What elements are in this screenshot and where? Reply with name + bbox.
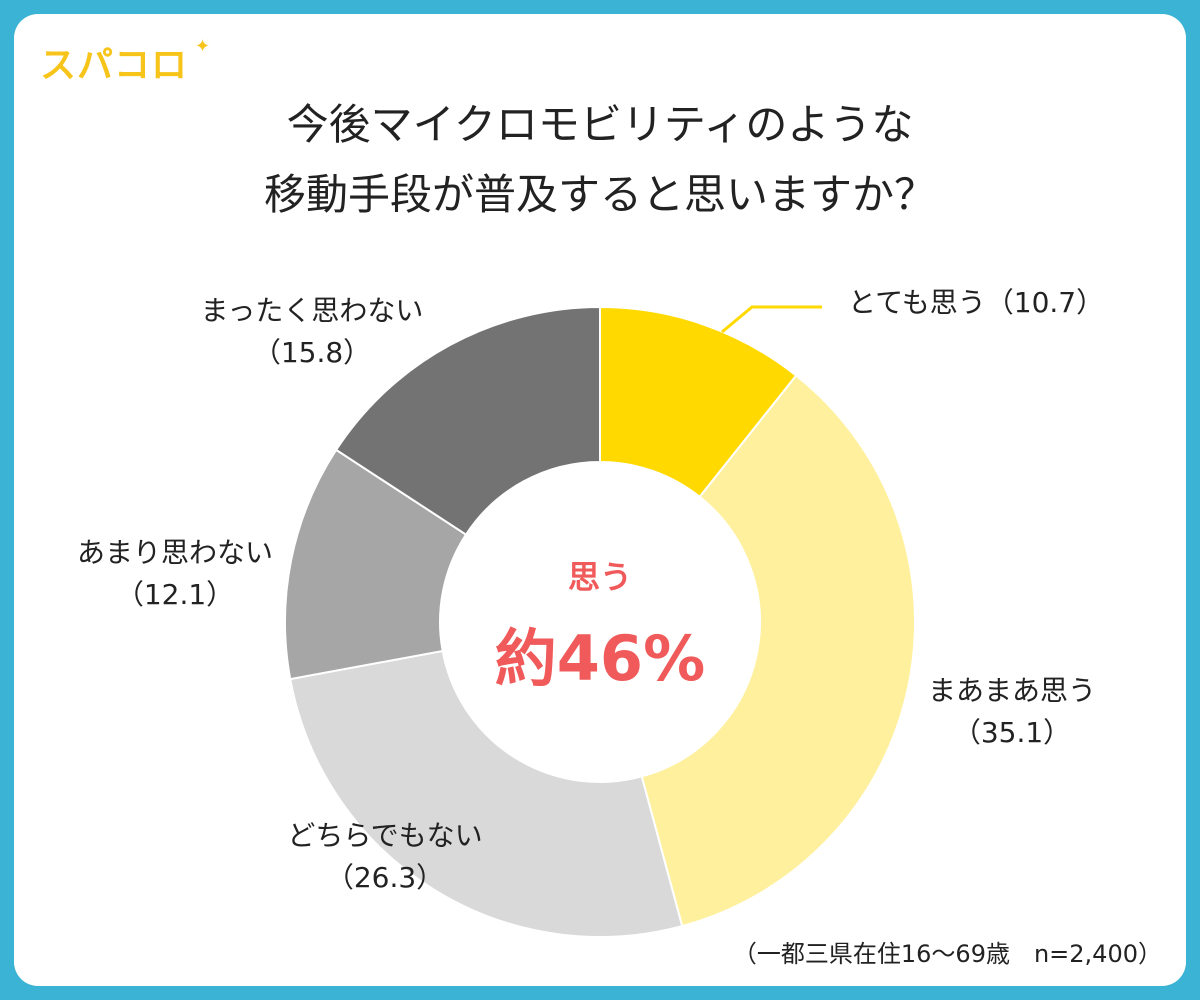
- slice-value: （10.7）: [985, 286, 1105, 319]
- donut-slice-2: [640, 374, 916, 928]
- sparkle-icon: ✦: [195, 36, 211, 57]
- donut-slice-5: [334, 305, 601, 536]
- slice-name: まったく思わない: [200, 294, 424, 327]
- slice-value: （26.3）: [325, 861, 445, 894]
- chart-title-line-2: 移動手段が普及すると思いますか？: [263, 170, 936, 219]
- chart-title-line-1: 今後マイクロモビリティのような: [286, 100, 914, 149]
- donut-slice-4: [284, 448, 468, 681]
- donut-slice-3: [289, 649, 684, 938]
- slice-label-dochira: どちらでもない （26.3）: [260, 815, 510, 899]
- center-label: 思う: [567, 558, 632, 596]
- slice-name: どちらでもない: [287, 819, 483, 852]
- leader-line-totemo: [721, 305, 822, 334]
- slice-label-maamaa: まあまあ思う （35.1）: [912, 670, 1112, 754]
- slice-value: （12.1）: [115, 578, 235, 611]
- sample-footnote: （一都三県在住16〜69歳 n=2,400）: [732, 940, 1162, 968]
- slice-name: あまり思わない: [76, 536, 273, 569]
- slice-label-amari: あまり思わない （12.1）: [60, 532, 290, 616]
- slice-label-totemo: とても思う（10.7）: [848, 282, 1104, 324]
- slice-value: （35.1）: [952, 716, 1072, 749]
- brand-logo: スパコロ: [40, 45, 189, 86]
- center-value: 約46%: [494, 622, 706, 695]
- slice-label-mattaku: まったく思わない （15.8）: [182, 290, 442, 374]
- slice-name: まあまあ思う: [927, 674, 1096, 707]
- slice-name: とても思う: [848, 286, 986, 319]
- slice-value: （15.8）: [252, 336, 372, 369]
